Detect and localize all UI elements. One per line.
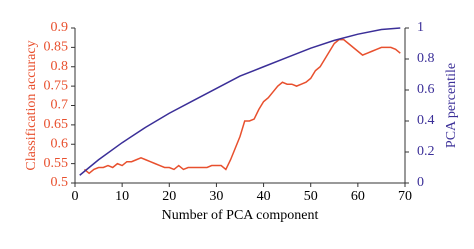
y-tick-label: 0.7 (51, 98, 69, 113)
x-tick-label: 40 (257, 189, 271, 204)
y2-axis-label: PCA percentile (444, 63, 459, 148)
y-tick-label: 0.55 (44, 156, 69, 171)
x-tick-label: 30 (209, 189, 223, 204)
x-tick-label: 0 (72, 189, 79, 204)
y-tick-label: 0.85 (44, 40, 69, 55)
y-tick-label: 0.8 (51, 59, 69, 74)
y-tick-label: 0.6 (51, 136, 69, 151)
y2-tick-label: 0.6 (417, 82, 435, 97)
x-tick-label: 60 (351, 189, 365, 204)
y2-tick-label: 1 (417, 20, 424, 35)
y-tick-label: 0.9 (51, 20, 69, 35)
y2-tick-label: 0.2 (417, 144, 435, 159)
series-line (83, 38, 401, 175)
x-tick-label: 70 (398, 189, 412, 204)
series-line (79, 27, 401, 176)
y-tick-label: 0.75 (44, 78, 69, 93)
x-axis-label: Number of PCA component (162, 208, 319, 223)
y-axis-label: Classification accuracy (24, 40, 39, 170)
x-tick-label: 20 (162, 189, 176, 204)
x-tick-label: 10 (115, 189, 129, 204)
x-tick-label: 50 (304, 189, 318, 204)
y2-tick-label: 0.8 (417, 51, 435, 66)
y-tick-label: 0.5 (51, 175, 69, 190)
y2-tick-label: 0.4 (417, 113, 435, 128)
y-tick-label: 0.65 (44, 117, 69, 132)
y2-tick-label: 0 (417, 175, 424, 190)
